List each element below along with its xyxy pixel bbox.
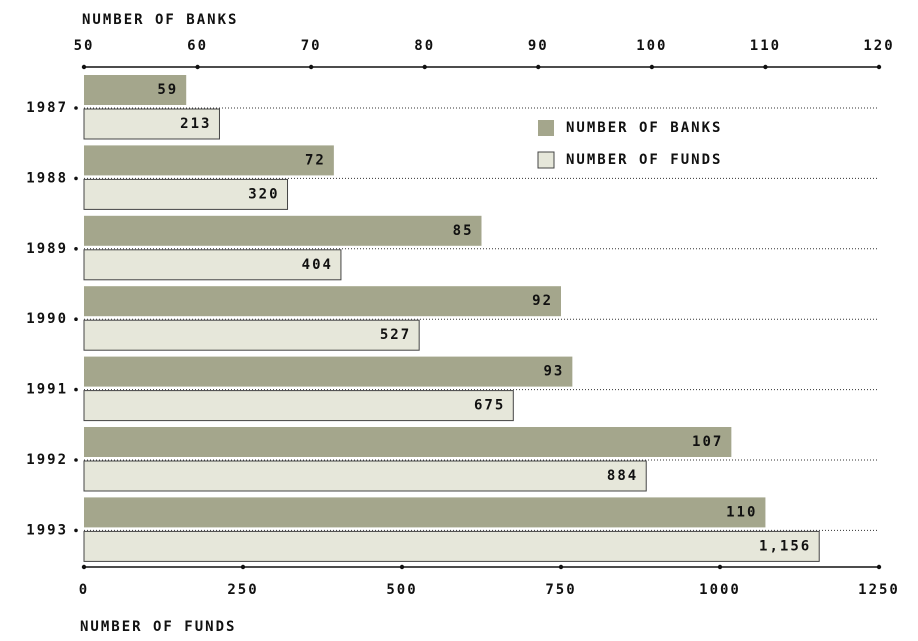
y-tick-label: 1988: [26, 170, 68, 186]
legend-label: NUMBER OF BANKS: [566, 120, 722, 136]
bar: [84, 427, 732, 457]
top-tick-label: 100: [636, 38, 667, 54]
bar: [83, 249, 342, 281]
value-label: 92: [532, 293, 553, 309]
bottom-tick-label: 1250: [858, 582, 900, 598]
top-axis-title: NUMBER OF BANKS: [82, 12, 238, 28]
y-tick-label: 1989: [26, 241, 68, 257]
bar: [84, 286, 561, 317]
bar: [84, 145, 334, 176]
bar: [84, 497, 766, 528]
year-dot: [74, 106, 78, 110]
year-dot: [74, 317, 78, 322]
y-tick-label: 1992: [26, 452, 68, 468]
bottom-axis-title: NUMBER OF FUNDS: [80, 619, 236, 635]
legend-label: NUMBER OF FUNDS: [566, 152, 722, 168]
top-tick: [876, 64, 882, 70]
top-tick-label: 90: [528, 38, 549, 54]
bottom-tick: [399, 564, 405, 570]
value-label: 107: [692, 434, 723, 450]
bottom-tick-label: 750: [545, 582, 576, 598]
value-label: 93: [543, 364, 564, 380]
bottom-tick: [717, 564, 723, 570]
y-tick-label: 1993: [26, 522, 68, 538]
bar: [84, 75, 187, 105]
bar: [83, 530, 820, 562]
top-tick-label: 110: [750, 38, 781, 54]
value-label: 404: [302, 257, 333, 273]
value-label: 675: [474, 398, 505, 414]
year-dot: [74, 387, 78, 392]
bar: [84, 215, 482, 246]
y-tick-label: 1987: [26, 100, 68, 116]
bar: [83, 390, 514, 422]
bar: [84, 356, 573, 387]
legend-swatch: [537, 151, 555, 169]
year-dot: [74, 176, 78, 181]
value-label: 1,156: [759, 538, 811, 554]
legend-swatch: [538, 120, 554, 136]
top-tick: [308, 64, 314, 70]
top-tick-label: 60: [187, 38, 208, 54]
top-tick: [649, 64, 655, 70]
bottom-tick-label: 1000: [699, 582, 741, 598]
bottom-tick-label: 250: [227, 582, 258, 598]
bar: [83, 178, 289, 210]
value-label: 320: [248, 186, 279, 202]
year-dot: [74, 458, 78, 462]
top-tick: [536, 64, 541, 70]
value-label: 213: [180, 116, 211, 132]
value-label: 72: [305, 152, 326, 168]
top-tick-label: 50: [74, 38, 95, 54]
top-tick-label: 80: [414, 38, 435, 54]
top-tick: [81, 64, 87, 70]
value-label: 884: [607, 468, 638, 484]
bottom-tick-label: 0: [79, 582, 89, 598]
value-label: 85: [453, 223, 474, 239]
y-tick-label: 1991: [26, 382, 68, 398]
top-tick: [763, 64, 768, 70]
bottom-tick: [558, 564, 564, 570]
bar: [83, 319, 420, 351]
top-tick: [422, 64, 427, 70]
value-label: 59: [157, 82, 178, 98]
bottom-tick: [876, 564, 882, 570]
year-dot: [74, 247, 78, 251]
y-tick-label: 1990: [26, 311, 68, 327]
year-dot: [74, 528, 78, 533]
bottom-tick: [81, 564, 87, 570]
bottom-tick: [240, 564, 246, 570]
top-tick: [195, 64, 200, 70]
top-tick-label: 120: [863, 38, 894, 54]
value-label: 527: [380, 327, 411, 343]
bar: [83, 460, 647, 492]
bar: [83, 108, 220, 140]
bottom-tick-label: 500: [386, 582, 417, 598]
top-tick-label: 70: [301, 38, 322, 54]
value-label: 110: [726, 504, 757, 520]
